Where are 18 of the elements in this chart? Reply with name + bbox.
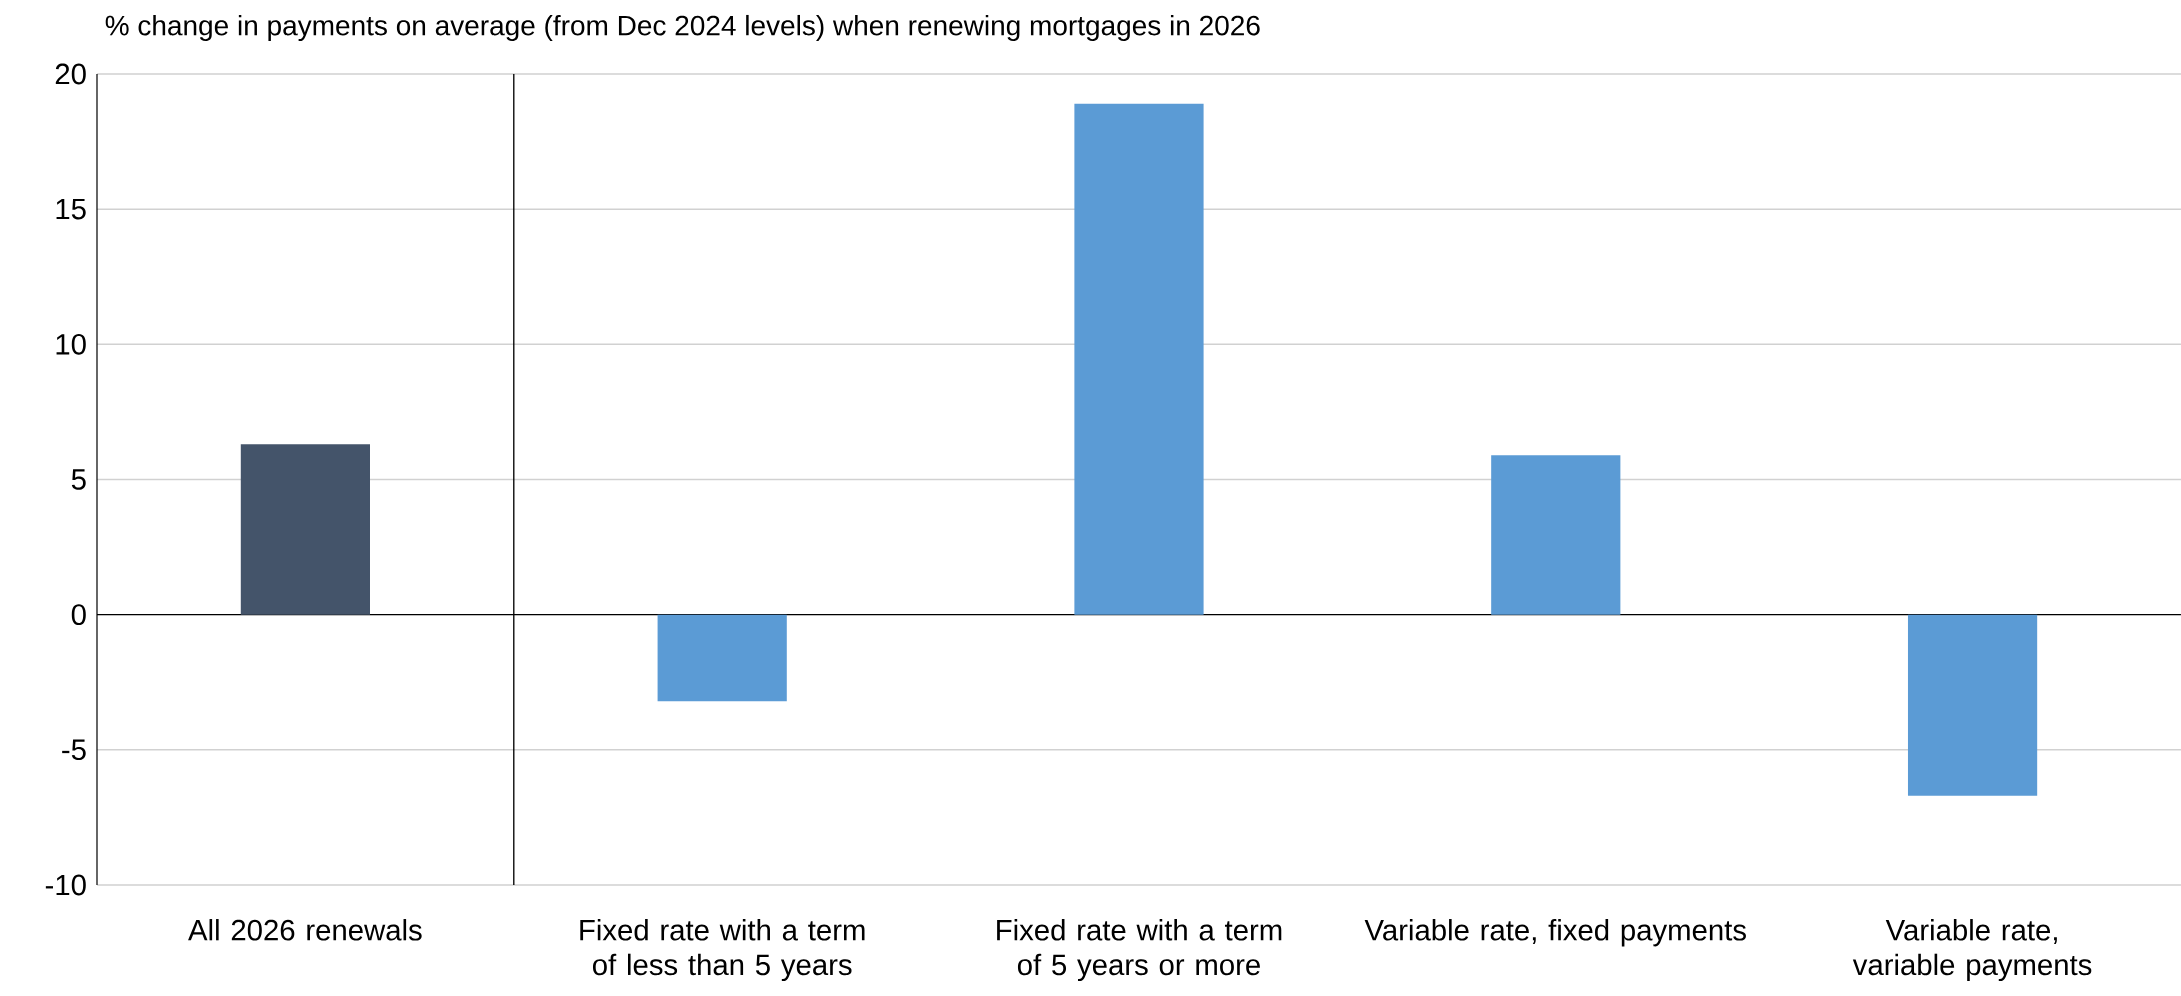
y-tick-label: 5 (71, 469, 86, 490)
chart-title: % change in payments on average (from Dec 2024 levels) when renewing mortgages in 2026 (105, 14, 1260, 42)
bar (1074, 103, 1204, 615)
y-tick-label: 20 (55, 63, 86, 85)
bar (657, 614, 787, 702)
x-tick-label: Fixed rate with a term of less than 5 years (580, 919, 865, 982)
bar (1491, 455, 1621, 615)
y-tick-label: 15 (56, 198, 86, 220)
x-tick-label: All 2026 renewals (188, 919, 422, 941)
x-tick-label: Variable rate, variable payments (1852, 919, 2092, 982)
bar (1907, 614, 2038, 796)
x-tick-label: Fixed rate with a term of 5 years or more (997, 919, 1282, 982)
y-tick-label: 0 (71, 604, 86, 626)
bar (240, 444, 370, 615)
y-tick-label: -5 (62, 739, 86, 761)
y-tick-label: -10 (45, 874, 86, 896)
y-tick-label: 10 (56, 333, 86, 355)
x-tick-label: Variable rate, fixed payments (1364, 919, 1746, 947)
